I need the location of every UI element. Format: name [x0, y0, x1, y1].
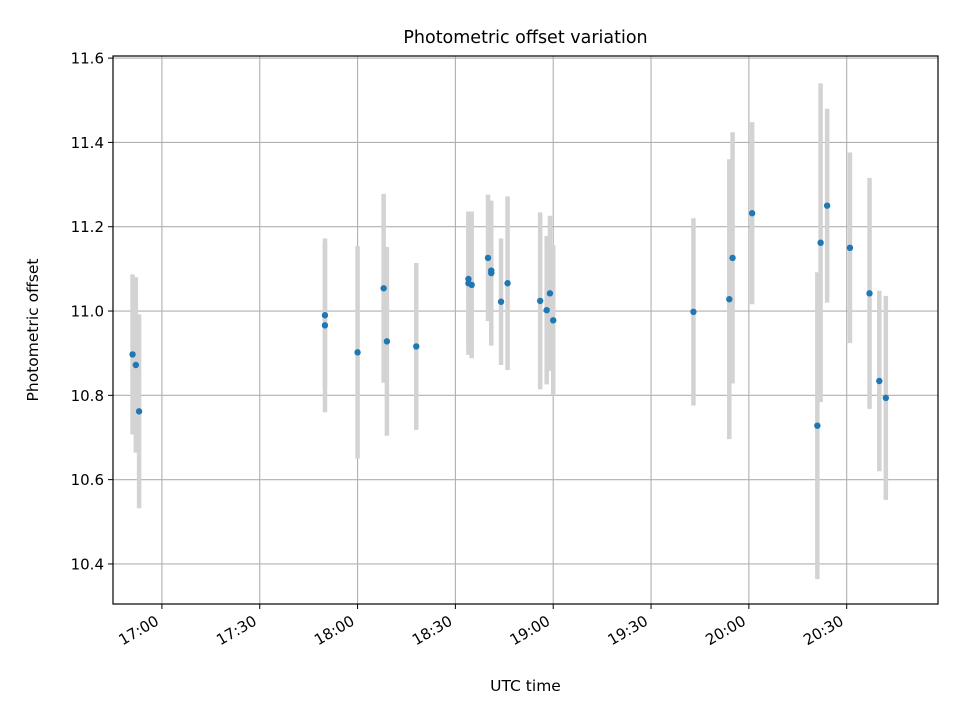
y-tick-label: 10.6 [71, 471, 104, 489]
data-point [814, 422, 821, 429]
chart-title: Photometric offset variation [403, 28, 647, 48]
data-point [536, 297, 544, 305]
data-point [135, 408, 143, 415]
data-point [882, 394, 890, 402]
data-point [846, 244, 854, 251]
data-point [543, 306, 550, 314]
plot-frame [112, 55, 939, 605]
y-tick-label: 11.4 [71, 134, 104, 152]
data-point [550, 317, 557, 324]
data-point [468, 281, 475, 289]
data-point [413, 343, 420, 350]
data-point [488, 267, 495, 274]
data-point [823, 202, 831, 209]
data-point [497, 298, 505, 305]
data-point [383, 338, 391, 345]
y-tick-label: 11.6 [71, 50, 104, 68]
data-point [726, 296, 733, 303]
data-point [321, 322, 329, 329]
y-tick-label: 11.0 [71, 303, 104, 321]
data-point [690, 308, 697, 316]
data-point [729, 254, 736, 262]
x-axis-label: UTC time [490, 677, 561, 695]
data-point [817, 239, 824, 246]
y-axis-label: Photometric offset [24, 259, 42, 402]
data-point [546, 290, 554, 297]
y-tick-label: 10.4 [71, 555, 104, 573]
data-point [129, 351, 136, 358]
data-point [748, 210, 756, 217]
data-point [876, 377, 883, 385]
data-point [132, 361, 140, 369]
data-point [321, 312, 329, 319]
y-axis-ticks: 10.4 10.6 10.8 11.0 11.2 11.4 11.6 [71, 50, 113, 573]
data-point [484, 254, 492, 262]
y-tick-label: 10.8 [71, 387, 104, 405]
data-point [380, 285, 387, 292]
grid-lines [113, 56, 938, 604]
y-tick-label: 11.2 [71, 218, 104, 236]
data-point [354, 349, 361, 356]
data-point [866, 290, 873, 297]
data-point [504, 280, 511, 287]
data-points [129, 202, 890, 429]
